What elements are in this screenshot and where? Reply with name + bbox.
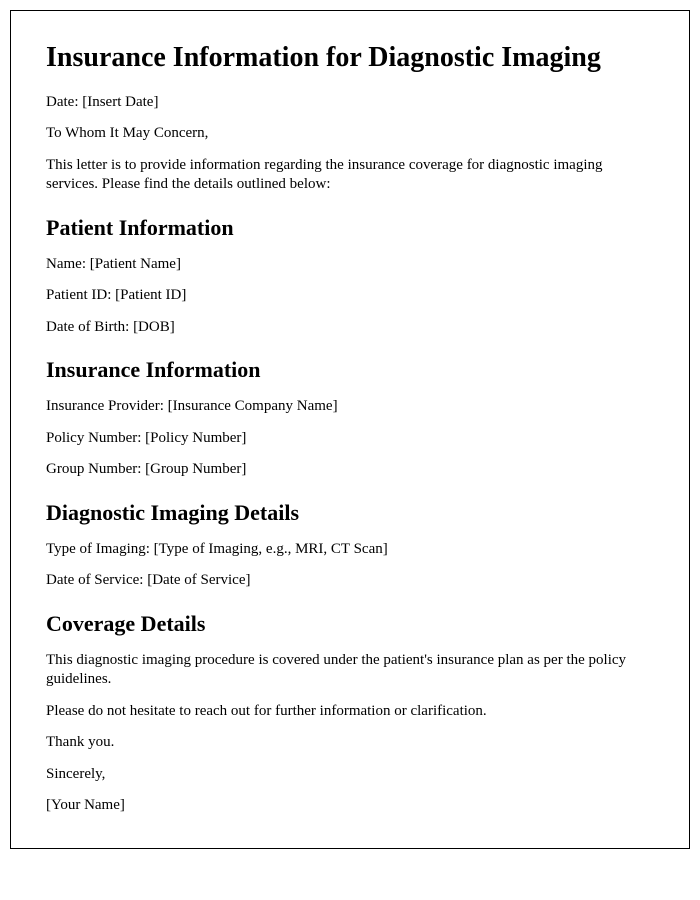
imaging-details-heading: Diagnostic Imaging Details	[46, 500, 654, 526]
patient-dob: Date of Birth: [DOB]	[46, 318, 654, 338]
date-line: Date: [Insert Date]	[46, 93, 654, 113]
document-page: Insurance Information for Diagnostic Ima…	[10, 10, 690, 849]
patient-id: Patient ID: [Patient ID]	[46, 286, 654, 306]
insurance-provider: Insurance Provider: [Insurance Company N…	[46, 397, 654, 417]
policy-number: Policy Number: [Policy Number]	[46, 429, 654, 449]
contact-line: Please do not hesitate to reach out for …	[46, 702, 654, 722]
coverage-body: This diagnostic imaging procedure is cov…	[46, 651, 654, 690]
coverage-details-heading: Coverage Details	[46, 611, 654, 637]
insurance-info-heading: Insurance Information	[46, 357, 654, 383]
imaging-type: Type of Imaging: [Type of Imaging, e.g.,…	[46, 540, 654, 560]
page-title: Insurance Information for Diagnostic Ima…	[46, 41, 654, 75]
patient-name: Name: [Patient Name]	[46, 255, 654, 275]
service-date: Date of Service: [Date of Service]	[46, 571, 654, 591]
salutation: To Whom It May Concern,	[46, 124, 654, 144]
thanks-line: Thank you.	[46, 733, 654, 753]
patient-info-heading: Patient Information	[46, 215, 654, 241]
closing-line: Sincerely,	[46, 765, 654, 785]
intro-paragraph: This letter is to provide information re…	[46, 156, 654, 195]
group-number: Group Number: [Group Number]	[46, 460, 654, 480]
signature-line: [Your Name]	[46, 796, 654, 816]
